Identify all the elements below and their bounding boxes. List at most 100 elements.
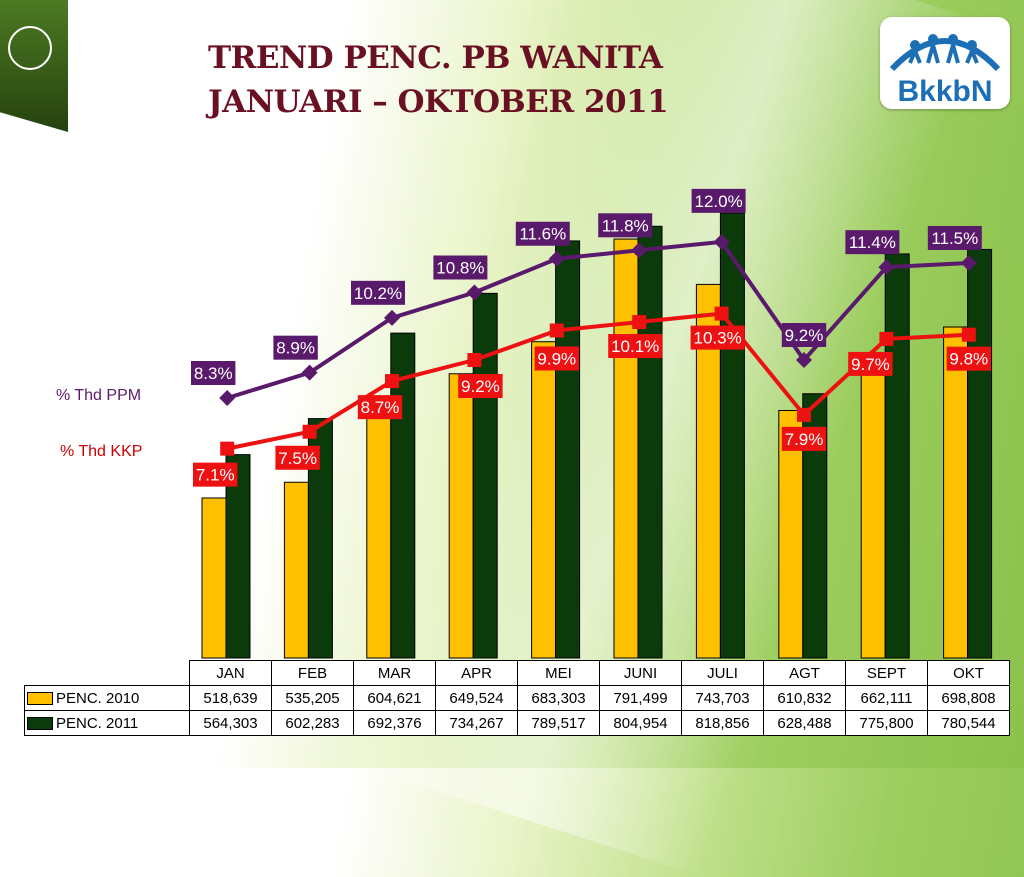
kkp-label-okt: 9.8% — [949, 350, 988, 369]
cell-2010-agt: 610,832 — [763, 685, 846, 711]
row-label-2011-text: PENC. 2011 — [56, 714, 139, 732]
ppm-point-feb — [301, 364, 318, 381]
tick-label-jan: JAN — [189, 660, 272, 686]
kkp-point-juni — [632, 315, 647, 330]
kkp-point-mar — [385, 374, 399, 389]
bar-2011-apr — [472, 292, 498, 659]
kkp-label-bg-juni — [608, 334, 663, 359]
cell-2011-jan: 564,303 — [189, 710, 272, 736]
data-table: JAN FEB MAR APR MEI JUNI JULI AGT SEPT OKT PENC. … — [24, 660, 1010, 736]
legend-swatch-2011 — [27, 717, 53, 731]
ppm-point-sept — [878, 259, 895, 276]
legend-kkp: % Thd KKP — [60, 443, 143, 460]
ppm-point-apr — [466, 284, 483, 301]
kkp-point-juli — [714, 306, 729, 321]
tick-label-mar: MAR — [353, 660, 436, 686]
ppm-label-apr: 10.8% — [436, 259, 484, 278]
cell-2011-juli: 818,856 — [681, 710, 764, 736]
kkp-label-mei: 9.9% — [537, 349, 576, 368]
trend-chart: 8.3% 8.9% 10.2% 10.8% 11.6% 11.8% 12.0% 9.2% 11.… — [191, 188, 993, 659]
ppm-point-juni — [631, 242, 648, 259]
kkp-label-bg-apr — [458, 374, 503, 399]
cell-2010-jan: 518,639 — [189, 685, 272, 711]
ppm-label-juli: 12.0% — [694, 192, 742, 211]
bar-2010-mei — [531, 341, 557, 659]
ppm-label-bg-okt — [927, 225, 982, 250]
bar-2010-sept — [860, 361, 886, 659]
kkp-label-sept: 9.7% — [851, 355, 890, 374]
kkp-label-bg-okt — [946, 346, 991, 371]
kkp-label-juli: 10.3% — [693, 329, 741, 348]
cell-2011-mar: 692,376 — [353, 710, 436, 736]
bar-2011-mei — [555, 240, 581, 659]
cell-2010-mar: 604,621 — [353, 685, 436, 711]
bar-2010-okt — [943, 326, 969, 659]
kkp-label-bg-mei — [534, 346, 579, 371]
kkp-line — [226, 311, 969, 451]
tick-label-juli: JULI — [681, 660, 764, 686]
page-title: TREND PENC. PB WANITA JANUARI – OKTOBER … — [208, 36, 669, 124]
ppm-point-mei — [548, 250, 565, 267]
ppm-point-okt — [960, 254, 977, 271]
ppm-label-bg-agt — [781, 323, 827, 348]
row-label-2010: PENC. 2010 — [24, 685, 190, 711]
kkp-point-mei — [549, 323, 564, 338]
ppm-label-juni: 11.8% — [602, 216, 649, 235]
table-row-2011: PENC. 2011 564,303 602,283 692,376 734,267 7… — [24, 710, 1010, 736]
ppm-label-mei: 11.6% — [519, 225, 566, 244]
ppm-label-bg-mei — [515, 221, 570, 246]
cell-2011-sept: 775,800 — [845, 710, 928, 736]
table-row-2010: PENC. 2010 518,639 535,205 604,621 649,524 6… — [24, 685, 1010, 711]
table-header-row: JAN FEB MAR APR MEI JUNI JULI AGT SEPT OKT — [25, 660, 1010, 686]
cell-2010-sept: 662,111 — [845, 685, 928, 711]
cell-2010-okt: 698,808 — [927, 685, 1010, 711]
bar-2011-sept — [884, 253, 910, 659]
kkp-label-mar: 8.7% — [361, 398, 400, 417]
ppm-label-mar: 10.2% — [354, 284, 402, 303]
ppm-point-mar — [384, 309, 400, 326]
ppm-label-jan: 8.3% — [194, 364, 233, 383]
kkp-point-okt — [961, 327, 976, 342]
ppm-point-jan — [219, 390, 236, 406]
row-label-2010-text: PENC. 2010 — [56, 689, 140, 707]
title-line-2: JANUARI – OKTOBER 2011 — [208, 84, 669, 120]
kkp-point-feb — [302, 424, 317, 439]
cell-2010-juli: 743,703 — [681, 685, 764, 711]
title-line-1: TREND PENC. PB WANITA — [208, 40, 663, 76]
cell-2011-mei: 789,517 — [517, 710, 600, 736]
tick-label-mei: MEI — [517, 660, 600, 686]
kkp-label-bg-juli — [690, 325, 745, 350]
legend-ppm: % Thd PPM — [56, 387, 142, 404]
cell-2010-apr: 649,524 — [435, 685, 518, 711]
bar-2010-juni — [613, 238, 639, 659]
bkkbn-logo-text: BkkbN — [897, 75, 993, 108]
ppm-label-bg-apr — [433, 255, 488, 280]
kkp-label-agt: 7.9% — [785, 430, 824, 449]
ppm-label-bg-jan — [191, 361, 236, 385]
ppm-point-agt — [796, 352, 812, 369]
cell-2011-okt: 780,544 — [927, 710, 1010, 736]
cell-2010-feb: 535,205 — [271, 685, 354, 711]
kkp-label-feb: 7.5% — [278, 449, 317, 468]
cell-2011-agt: 628,488 — [763, 710, 846, 736]
ppm-label-sept: 11.4% — [849, 233, 896, 252]
ppm-line — [226, 239, 969, 400]
ppm-label-bg-sept — [845, 230, 900, 255]
cell-2010-mei: 683,303 — [517, 685, 600, 711]
ppm-point-juli — [713, 233, 730, 250]
kkp-point-apr — [467, 353, 482, 368]
cell-2011-juni: 804,954 — [599, 710, 682, 736]
tick-label-juni: JUNI — [599, 660, 682, 686]
kkp-label-bg-feb — [275, 445, 320, 470]
kkp-point-sept — [879, 331, 894, 346]
ppm-label-feb: 8.9% — [276, 339, 315, 358]
cell-2011-feb: 602,283 — [271, 710, 354, 736]
kkp-point-jan — [220, 441, 235, 456]
tick-label-apr: APR — [435, 660, 518, 686]
tick-label-feb: FEB — [271, 660, 354, 686]
kkp-label-juni: 10.1% — [611, 337, 659, 356]
bar-2011-juli — [719, 212, 745, 659]
bar-2010-apr — [448, 373, 474, 659]
kkp-label-bg-sept — [848, 351, 893, 376]
kkp-label-bg-mar — [357, 395, 403, 420]
